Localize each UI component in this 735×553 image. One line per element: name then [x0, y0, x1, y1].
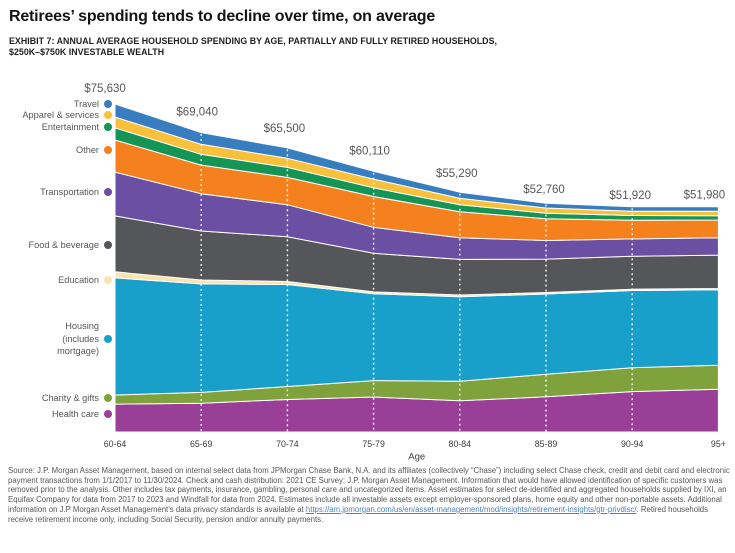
- legend-dot-travel: [104, 100, 112, 109]
- exhibit-subtitle-line1: EXHIBIT 7: ANNUAL AVERAGE HOUSEHOLD SPEN…: [9, 36, 497, 46]
- legend-item-education: Education: [58, 274, 112, 287]
- total-label-85-89: $52,760: [523, 184, 565, 196]
- legend-dot-charity-gifts: [104, 394, 112, 403]
- legend-dot-food-beverage: [104, 241, 112, 250]
- legend-item-apparel-services: Apparel & services: [22, 109, 112, 122]
- legend-item-transportation: Transportation: [40, 186, 112, 199]
- page-title: Retirees’ spending tends to decline over…: [9, 8, 436, 25]
- legend-item-entertainment: Entertainment: [42, 121, 112, 134]
- legend-dot-housing-includes-mortgage: [104, 334, 112, 343]
- total-label-80-84: $55,290: [436, 168, 478, 180]
- privacy-disclosure-link[interactable]: https://am.jpmorgan.com/us/en/asset-mana…: [305, 504, 637, 514]
- legend-label: Entertainment: [41, 122, 99, 132]
- x-tick-label-75-79: 75-79: [362, 439, 385, 449]
- legend-item-health-care: Health care: [52, 408, 112, 421]
- legend-label: Health care: [52, 409, 99, 419]
- legend-item-food-beverage: Food & beverage: [28, 239, 112, 252]
- exhibit-subtitle-line2: $250K–$750K INVESTABLE WEALTH: [9, 47, 165, 57]
- legend-label: Apparel & services: [22, 110, 99, 120]
- total-label-65-69: $69,040: [176, 107, 218, 119]
- x-tick-label-95: 95+: [711, 439, 726, 449]
- area-travel: [114, 103, 719, 212]
- legend-label: Food & beverage: [28, 240, 100, 250]
- stacked-area-chart: $75,630 $69,040 $65,500 $60,110 $55,290 $52,7…: [84, 83, 726, 463]
- total-label-75-79: $60,110: [349, 145, 390, 157]
- total-label-90-94: $51,920: [609, 190, 651, 202]
- legend-dot-transportation: [104, 188, 112, 197]
- x-tick-label-70-74: 70-74: [276, 439, 299, 449]
- legend-dot-health-care: [104, 410, 112, 419]
- total-label-95: $51,980: [684, 190, 726, 202]
- legend-item-housing-includes-mortgage: Housing (includes mortgage): [57, 320, 112, 358]
- exhibit-subtitle: EXHIBIT 7: ANNUAL AVERAGE HOUSEHOLD SPEN…: [9, 36, 709, 58]
- x-tick-label-65-69: 65-69: [190, 439, 213, 449]
- legend-label: Housing (includes mortgage): [57, 321, 99, 356]
- source-text-suffix: . Retired households receive retirement …: [8, 504, 709, 524]
- legend-item-travel: Travel: [74, 98, 112, 111]
- chart-legend: Travel Apparel & services Entertainment Oth…: [0, 0, 116, 460]
- legend-label: Charity & gifts: [41, 393, 99, 403]
- total-label-70-74: $65,500: [264, 123, 306, 135]
- legend-dot-apparel-services: [104, 111, 112, 120]
- x-tick-label-60-64: 60-64: [104, 439, 127, 449]
- x-tick-label-80-84: 80-84: [449, 439, 472, 449]
- source-text-prefix: Source: J.P. Morgan Asset Management, ba…: [8, 466, 730, 514]
- legend-dot-education: [104, 276, 112, 285]
- x-tick-label-85-89: 85-89: [535, 439, 558, 449]
- total-label-60-64: $75,630: [84, 83, 126, 95]
- legend-item-charity-gifts: Charity & gifts: [42, 392, 112, 405]
- legend-item-other: Other: [76, 144, 112, 157]
- x-axis-title: Age: [408, 452, 425, 463]
- x-tick-label-90-94: 90-94: [621, 439, 644, 449]
- source-note: Source: J.P. Morgan Asset Management, ba…: [8, 466, 732, 524]
- legend-label: Transportation: [40, 187, 99, 197]
- legend-label: Other: [76, 145, 99, 155]
- legend-dot-other: [104, 146, 112, 155]
- legend-label: Education: [58, 275, 99, 285]
- legend-label: Travel: [73, 99, 99, 109]
- legend-dot-entertainment: [104, 123, 112, 132]
